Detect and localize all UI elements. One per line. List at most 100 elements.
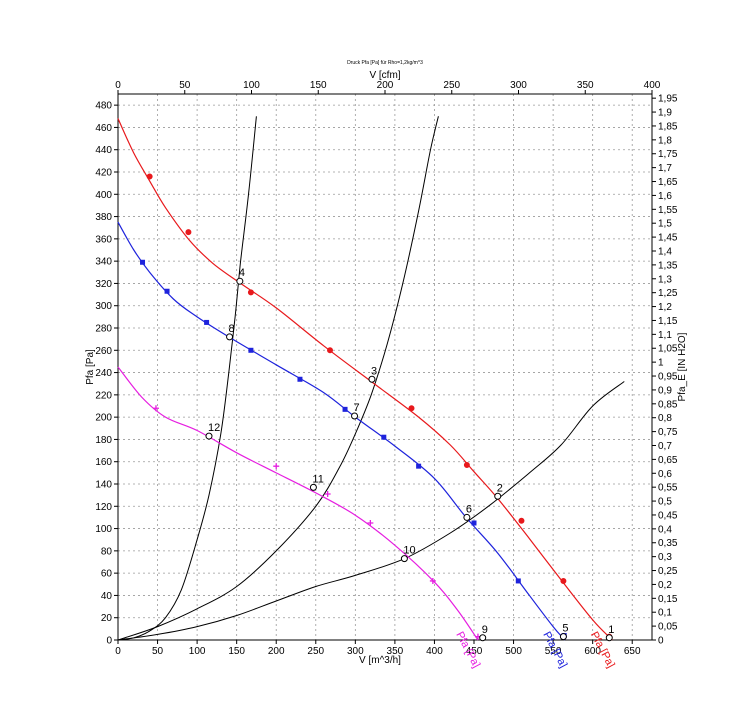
y-right-tick-label: 0,5 [658, 497, 672, 508]
y-right-tick-label: 0,7 [658, 441, 672, 452]
x-bottom-tick-label: 0 [115, 646, 121, 657]
y-right-tick-label: 0,05 [658, 622, 678, 633]
y-left-tick-label: 0 [106, 636, 112, 647]
y-right-tick-label: 1,25 [658, 288, 678, 299]
fan-curve-1: Pfa [Pa] [117, 118, 617, 670]
y-right-tick-label: 1,7 [658, 163, 672, 174]
operating-point-marker [494, 492, 502, 500]
y-right-tick-label: 0,3 [658, 552, 672, 563]
y-left-tick-label: 240 [95, 368, 112, 379]
x-axis-top-ticks: 0 50 100 150 200 250 300 350 400 [115, 80, 661, 94]
x-top-tick-label: 0 [115, 80, 121, 91]
operating-point-label: 6 [466, 503, 472, 515]
y-right-tick-label: 0,9 [658, 385, 672, 396]
x-top-tick-label: 50 [179, 80, 191, 91]
y-right-tick-label: 1,2 [658, 302, 672, 313]
operating-point-marker [400, 555, 408, 563]
fan-curve-marker [416, 463, 422, 469]
fan-curve-line [117, 118, 613, 641]
y-right-tick-label: 0,55 [658, 483, 678, 494]
fan-curve-marker [185, 229, 192, 236]
fan-curve-marker [247, 289, 254, 296]
grid [118, 94, 652, 640]
y-axis-right-title: Pfa_E [IN H2O] [677, 332, 688, 401]
operating-point-marker [605, 634, 613, 642]
x-top-tick-label: 150 [310, 80, 327, 91]
y-left-tick-label: 440 [95, 145, 112, 156]
y-right-tick-label: 0,45 [658, 510, 678, 521]
operating-point-label: 4 [239, 267, 245, 279]
fan-curve-line [117, 221, 566, 641]
fan-curve-3: Pfa [Pa] [117, 366, 482, 670]
operating-point-label: 2 [497, 482, 503, 494]
operating-point-label: 3 [371, 365, 377, 377]
x-bottom-tick-label: 400 [426, 646, 443, 657]
y-right-tick-label: 1,15 [658, 316, 678, 327]
y-right-tick-label: 0,75 [658, 427, 678, 438]
y-left-tick-label: 420 [95, 168, 112, 179]
fan-curve-marker [324, 491, 331, 498]
operating-point-label: 11 [312, 473, 323, 485]
y-right-tick-label: 0,8 [658, 413, 672, 424]
y-left-tick-label: 100 [95, 524, 112, 535]
y-right-tick-label: 1,3 [658, 274, 672, 285]
fan-curve-2: Pfa [Pa] [117, 221, 569, 670]
operating-point-label: 10 [403, 545, 415, 557]
y-left-tick-label: 260 [95, 346, 112, 357]
fan-curve-marker [560, 577, 567, 584]
x-bottom-tick-label: 50 [152, 646, 164, 657]
system-curve-2 [117, 116, 439, 641]
x-bottom-tick-label: 200 [268, 646, 285, 657]
y-left-tick-label: 360 [95, 234, 112, 245]
x-bottom-tick-label: 100 [189, 646, 206, 657]
operating-point-marker [205, 432, 213, 440]
fan-curve-marker [327, 347, 334, 354]
y-left-tick-label: 300 [95, 301, 112, 312]
x-bottom-tick-label: 350 [387, 646, 404, 657]
fan-curve-marker [146, 173, 153, 180]
fan-curve-line [117, 366, 479, 641]
y-right-tick-label: 0,35 [658, 538, 678, 549]
x-top-tick-label: 100 [243, 80, 260, 91]
y-right-tick-label: 1,55 [658, 205, 678, 216]
fan-curve-marker [248, 347, 254, 353]
y-right-tick-label: 1,1 [658, 330, 672, 341]
system-curve-1 [117, 116, 257, 641]
operating-point-label: 5 [562, 623, 568, 635]
y-right-tick-label: 1,8 [658, 135, 672, 146]
y-right-tick-label: 0,25 [658, 566, 678, 577]
y-right-tick-label: 1,05 [658, 344, 678, 355]
y-left-tick-label: 40 [101, 591, 113, 602]
y-right-tick-label: 1,6 [658, 191, 672, 202]
fan-curve-marker [429, 577, 436, 584]
y-right-tick-label: 1,45 [658, 233, 678, 244]
operating-point-label: 12 [208, 422, 220, 434]
y-right-tick-label: 1,95 [658, 94, 678, 105]
x-top-tick-label: 400 [644, 80, 661, 91]
y-left-tick-label: 180 [95, 435, 112, 446]
y-left-tick-label: 400 [95, 190, 112, 201]
y-right-tick-label: 0,1 [658, 608, 672, 619]
x-bottom-tick-label: 450 [466, 646, 483, 657]
x-bottom-tick-label: 150 [228, 646, 245, 657]
x-top-tick-label: 200 [377, 80, 394, 91]
x-top-tick-label: 300 [510, 80, 527, 91]
y-left-tick-label: 80 [101, 546, 113, 557]
y-left-tick-label: 280 [95, 324, 112, 335]
y-left-tick-label: 20 [101, 613, 113, 624]
y-left-tick-label: 200 [95, 413, 112, 424]
y-right-tick-label: 1,4 [658, 246, 672, 257]
operating-point-marker [226, 333, 234, 341]
y-right-tick-label: 0,2 [658, 580, 672, 591]
y-right-tick-label: 1,35 [658, 260, 678, 271]
operating-point-marker [463, 513, 471, 521]
y-axis-right-ticks: 0 0,05 0,1 0,15 0,2 0,25 0,3 0,35 0,4 0,45 0,5 0,55… [652, 94, 678, 647]
operating-point-marker [479, 634, 487, 642]
y-right-tick-label: 0,4 [658, 524, 672, 535]
fan-curve-marker [140, 259, 146, 265]
y-left-tick-label: 220 [95, 390, 112, 401]
y-right-tick-label: 1,9 [658, 108, 672, 119]
y-right-tick-label: 0,15 [658, 594, 678, 605]
fan-curve-marker [342, 406, 348, 412]
